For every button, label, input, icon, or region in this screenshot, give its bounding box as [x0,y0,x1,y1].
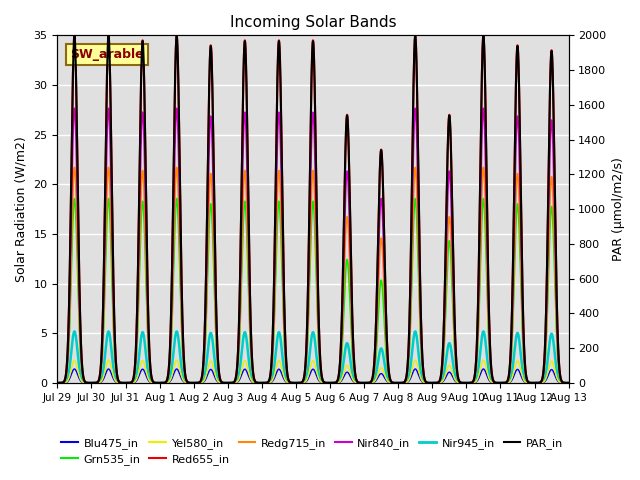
Redg715_in [564,380,572,386]
Blu475_in [428,380,435,386]
Red655_in [360,380,368,386]
PAR_in [227,380,235,386]
Grn535_in [296,380,303,386]
Yel580_in [227,380,235,386]
Nir945_in [296,380,303,386]
Nir840_in [296,380,303,386]
Nir945_in [428,380,435,386]
Red655_in [54,380,61,386]
Nir945_in [70,329,78,335]
Text: SW_arable: SW_arable [70,48,144,61]
PAR_in [296,380,303,386]
Title: Incoming Solar Bands: Incoming Solar Bands [230,15,396,30]
Blu475_in [296,380,303,386]
Blu475_in [564,380,572,386]
Redg715_in [442,300,449,305]
PAR_in [54,380,61,386]
Red655_in [70,33,78,38]
Redg715_in [360,380,368,386]
PAR_in [564,380,572,386]
Nir945_in [227,380,235,386]
Yel580_in [537,380,545,386]
Yel580_in [428,380,435,386]
Grn535_in [360,380,368,386]
Y-axis label: PAR (μmol/m2/s): PAR (μmol/m2/s) [612,157,625,261]
Blu475_in [442,375,449,381]
Blu475_in [70,366,78,372]
Red655_in [442,250,449,256]
Nir945_in [564,380,572,386]
Nir840_in [70,106,78,111]
Blu475_in [54,380,61,386]
Nir840_in [564,380,572,386]
Line: PAR_in: PAR_in [58,36,568,383]
Redg715_in [54,380,61,386]
Redg715_in [70,165,78,170]
Redg715_in [227,380,235,386]
Yel580_in [442,372,449,377]
Nir840_in [537,379,545,385]
Yel580_in [564,380,572,386]
Nir945_in [543,362,551,368]
Line: Redg715_in: Redg715_in [58,168,568,383]
Blu475_in [227,380,235,386]
Redg715_in [428,380,435,386]
Line: Nir945_in: Nir945_in [58,332,568,383]
Red655_in [227,380,235,386]
Line: Red655_in: Red655_in [58,36,568,383]
PAR_in [360,380,368,386]
PAR_in [70,33,78,39]
Nir840_in [360,380,368,386]
Line: Grn535_in: Grn535_in [58,199,568,383]
Red655_in [537,379,545,385]
Yel580_in [296,380,303,386]
Nir840_in [227,380,235,386]
PAR_in [442,251,449,256]
Grn535_in [442,311,449,317]
Grn535_in [54,380,61,386]
PAR_in [428,380,435,386]
Grn535_in [70,196,78,202]
Redg715_in [543,303,551,309]
Yel580_in [70,358,78,363]
Grn535_in [537,380,545,385]
Nir945_in [537,380,545,385]
Line: Yel580_in: Yel580_in [58,360,568,383]
PAR_in [537,379,545,385]
Legend: Blu475_in, Grn535_in, Yel580_in, Red655_in, Redg715_in, Nir840_in, Nir945_in, PA: Blu475_in, Grn535_in, Yel580_in, Red655_… [57,433,568,469]
Nir840_in [442,277,449,283]
Nir945_in [360,380,368,386]
Nir840_in [54,380,61,386]
Blu475_in [360,380,368,386]
Y-axis label: Solar Radiation (W/m2): Solar Radiation (W/m2) [15,136,28,282]
Yel580_in [543,372,551,378]
Grn535_in [428,380,435,386]
Red655_in [564,380,572,386]
Yel580_in [54,380,61,386]
Nir945_in [54,380,61,386]
Grn535_in [543,315,551,321]
Nir945_in [442,361,449,367]
Nir840_in [543,283,551,288]
Red655_in [543,257,551,263]
Line: Blu475_in: Blu475_in [58,369,568,383]
Nir840_in [428,380,435,386]
Red655_in [428,380,435,386]
Redg715_in [537,379,545,385]
Grn535_in [564,380,572,386]
PAR_in [543,257,551,263]
Blu475_in [537,380,545,386]
Blu475_in [543,375,551,381]
Line: Nir840_in: Nir840_in [58,108,568,383]
Grn535_in [227,380,235,386]
Redg715_in [296,380,303,386]
Red655_in [296,380,303,386]
Yel580_in [360,380,368,386]
